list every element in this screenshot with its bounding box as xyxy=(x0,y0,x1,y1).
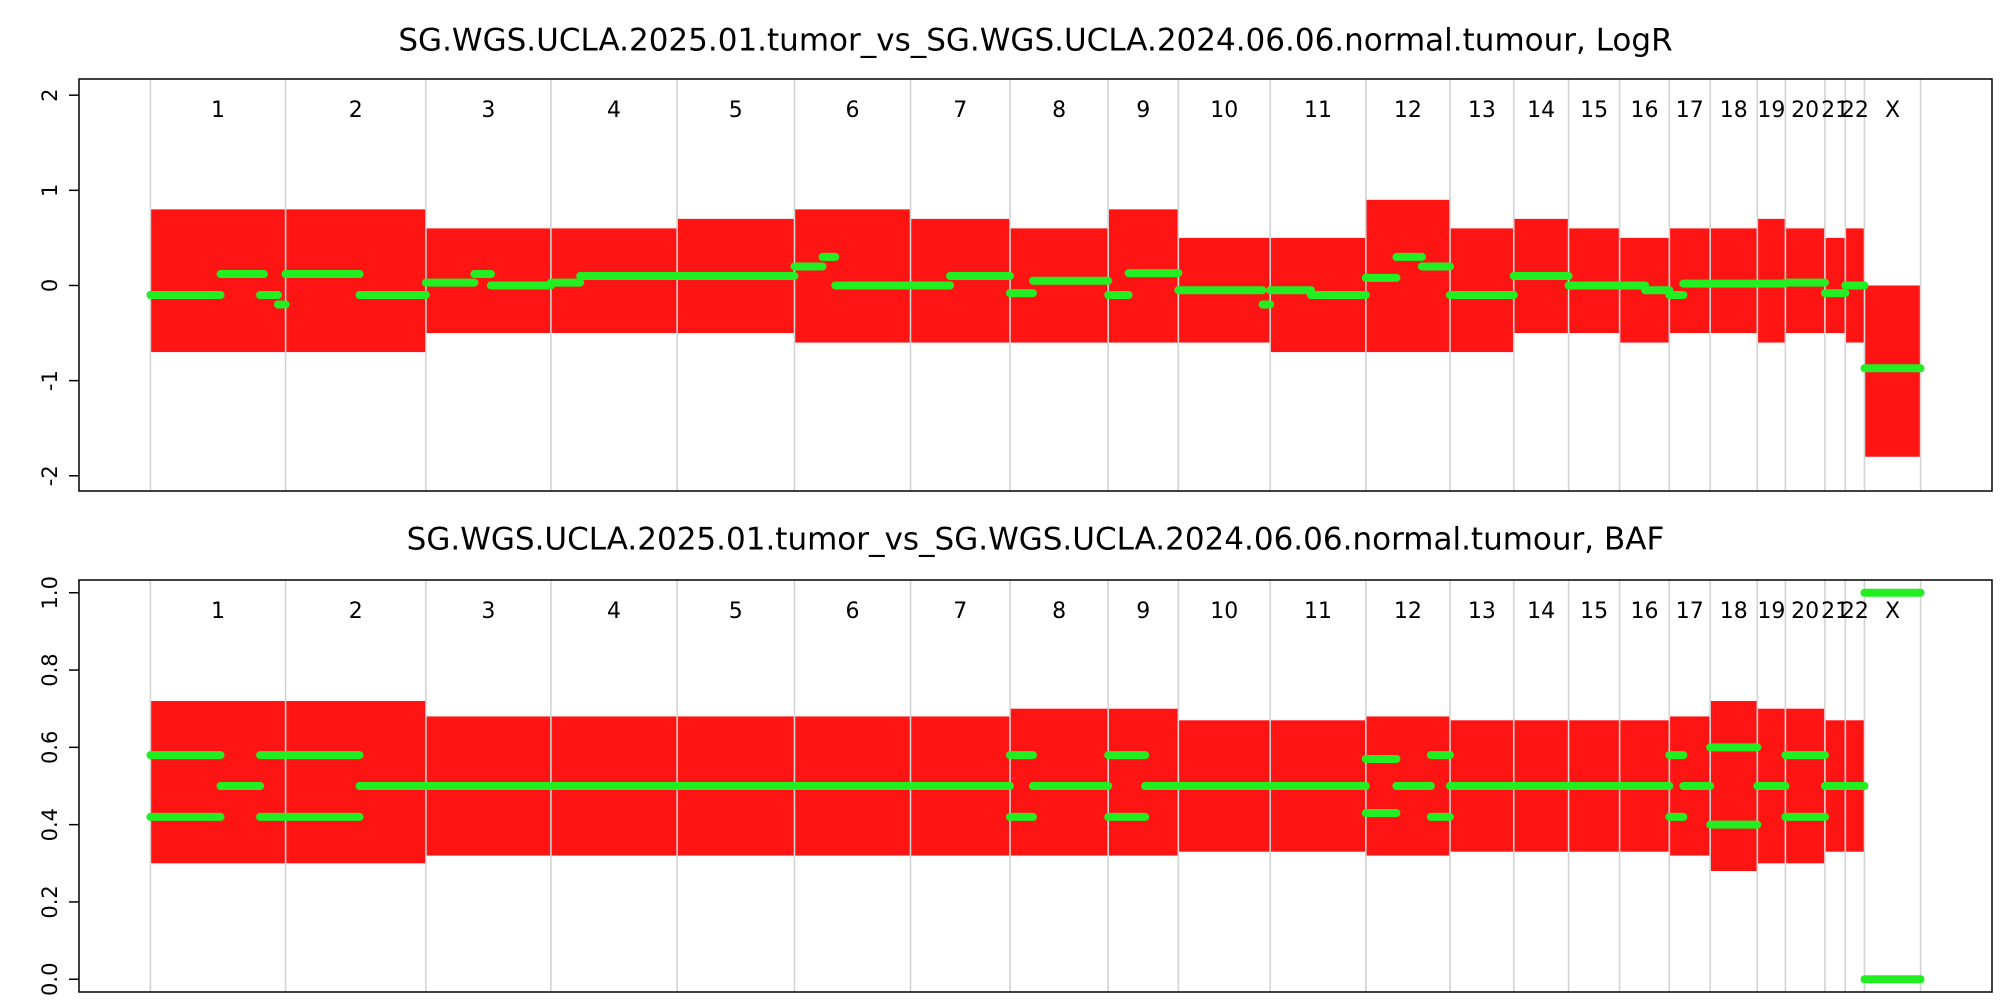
plot-frame xyxy=(78,579,1993,993)
chromosome-label: 20 xyxy=(1791,599,1819,624)
point-cloud xyxy=(1824,237,1846,334)
point-cloud xyxy=(1568,228,1620,334)
point-cloud xyxy=(150,209,286,353)
chromosome-label: 12 xyxy=(1394,98,1422,123)
y-tick-label: 2 xyxy=(38,88,62,101)
chromosome-label: 11 xyxy=(1304,599,1332,624)
chromosome-label: 14 xyxy=(1527,98,1555,123)
chromosome-label: 3 xyxy=(481,599,495,624)
point-cloud xyxy=(1009,228,1109,343)
y-tick-label: 0.8 xyxy=(38,653,62,686)
chromosome-label: 1 xyxy=(211,599,225,624)
chromosome-label: 22 xyxy=(1841,599,1869,624)
chromosome-label: 9 xyxy=(1136,599,1150,624)
chromosome-label: 3 xyxy=(481,98,495,123)
point-cloud xyxy=(150,700,286,864)
chromosome-label: 10 xyxy=(1210,98,1238,123)
chromosome-label: 16 xyxy=(1630,98,1658,123)
point-cloud xyxy=(1710,700,1758,872)
chromosome-label: 8 xyxy=(1052,599,1066,624)
chromosome-label: 10 xyxy=(1210,599,1238,624)
chromosome-label: 7 xyxy=(953,599,967,624)
y-tick-label: 0.2 xyxy=(38,885,62,918)
y-tick-label: 0.0 xyxy=(38,963,62,996)
chromosome-label: 13 xyxy=(1468,98,1496,123)
y-tick-label: 0.4 xyxy=(38,808,62,841)
chromosome-label: 2 xyxy=(349,599,363,624)
chromosome-label: 11 xyxy=(1304,98,1332,123)
point-cloud xyxy=(1785,708,1825,864)
chromosome-label: 8 xyxy=(1052,98,1066,123)
y-tick-label: 0.6 xyxy=(38,731,62,764)
point-cloud xyxy=(794,209,911,343)
chromosome-label: X xyxy=(1885,98,1900,123)
point-cloud xyxy=(910,218,1010,343)
y-tick-label: 1 xyxy=(38,184,62,197)
chromosome-label: 15 xyxy=(1580,98,1608,123)
chromosome-label: 18 xyxy=(1720,98,1748,123)
y-tick-label: 1.0 xyxy=(38,576,62,609)
chromosome-label: 4 xyxy=(607,98,621,123)
point-cloud xyxy=(1449,228,1514,353)
point-cloud xyxy=(285,209,426,353)
y-tick-label: 0 xyxy=(38,279,62,292)
y-tick-label: -1 xyxy=(38,370,62,391)
chromosome-label: 14 xyxy=(1527,599,1555,624)
chromosome-label: 21 xyxy=(1821,599,1849,624)
chart-title: SG.WGS.UCLA.2025.01.tumor_vs_SG.WGS.UCLA… xyxy=(398,23,1672,59)
chromosome-label: 15 xyxy=(1580,599,1608,624)
chromosome-label: 19 xyxy=(1757,599,1785,624)
chromosome-label: 6 xyxy=(845,599,859,624)
chromosome-label: 7 xyxy=(953,98,967,123)
chromosome-label: 16 xyxy=(1630,599,1658,624)
chromosome-label: 5 xyxy=(729,599,743,624)
chromosome-label: 22 xyxy=(1841,98,1869,123)
chromosome-label: 20 xyxy=(1791,98,1819,123)
chromosome-label: 12 xyxy=(1394,599,1422,624)
y-tick-label: -2 xyxy=(38,465,62,486)
chromosome-label: 21 xyxy=(1821,98,1849,123)
chromosome-label: 17 xyxy=(1676,98,1704,123)
chromosome-label: 2 xyxy=(349,98,363,123)
chromosome-label: 13 xyxy=(1468,599,1496,624)
chromosome-label: 5 xyxy=(729,98,743,123)
chart-title: SG.WGS.UCLA.2025.01.tumor_vs_SG.WGS.UCLA… xyxy=(407,522,1665,558)
chromosome-label: 17 xyxy=(1676,599,1704,624)
chromosome-label: 18 xyxy=(1720,599,1748,624)
chromosome-label: 6 xyxy=(845,98,859,123)
chromosome-label: X xyxy=(1885,599,1900,624)
chromosome-label: 1 xyxy=(211,98,225,123)
chromosome-label: 4 xyxy=(607,599,621,624)
chromosome-label: 9 xyxy=(1136,98,1150,123)
chromosome-label: 19 xyxy=(1757,98,1785,123)
